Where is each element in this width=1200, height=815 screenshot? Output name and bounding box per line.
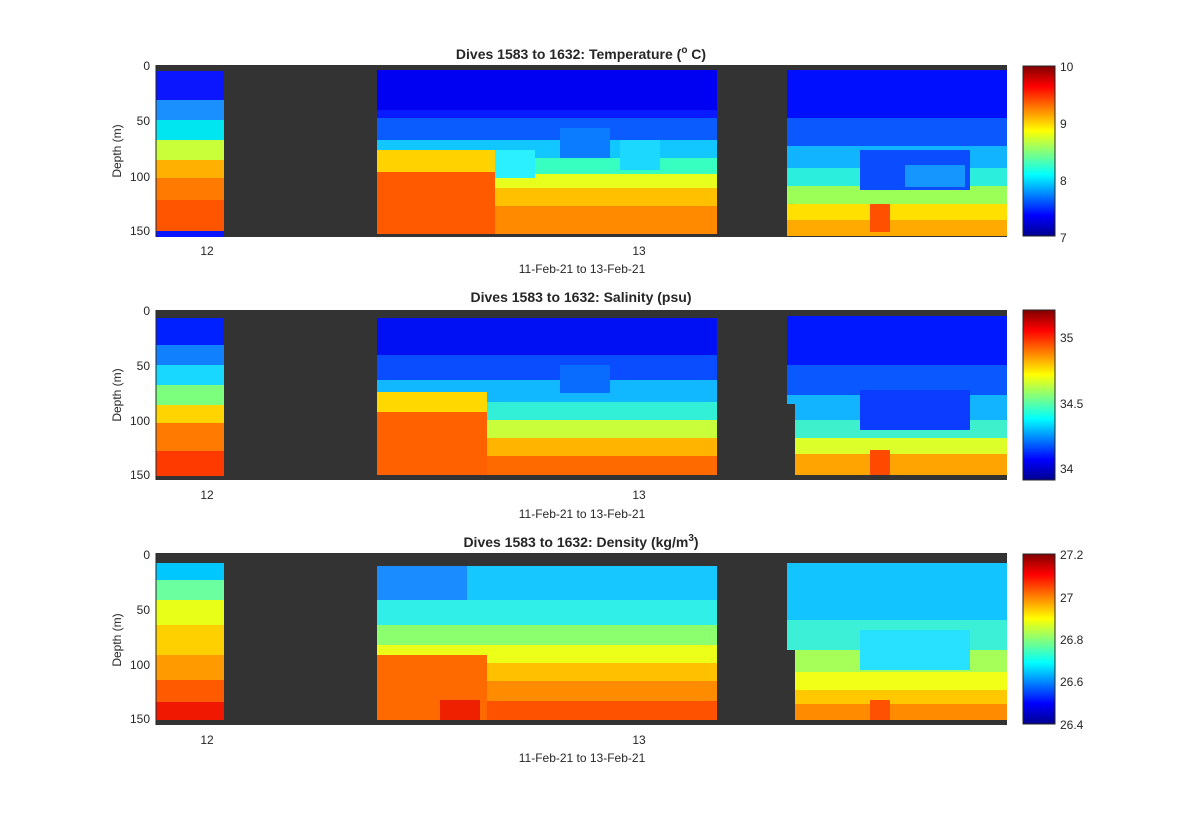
colorbar: 27.2 27 26.8 26.6 26.4 (1022, 548, 1084, 732)
colorbar-tick-label: 9 (1060, 117, 1067, 131)
data-block-1 (156, 318, 224, 476)
panel-temperature: Dives 1583 to 1632: Temperature (o C) (110, 45, 1074, 276)
y-axis-label: Depth (m) (110, 368, 124, 421)
colorbar-tick-label: 34 (1060, 462, 1074, 476)
x-tick-label: 13 (632, 733, 646, 747)
colorbar-tick-label: 34.5 (1060, 397, 1084, 411)
panel-salinity: Dives 1583 to 1632: Salinity (psu) (110, 289, 1084, 521)
colorbar-tick-label: 35 (1060, 331, 1074, 345)
y-tick-label: 100 (130, 414, 150, 428)
y-tick-label: 50 (137, 114, 151, 128)
data-block-2 (377, 318, 717, 475)
y-axis-label: Depth (m) (110, 124, 124, 177)
x-tick-label: 13 (632, 244, 646, 258)
y-tick-label: 100 (130, 658, 150, 672)
colorbar-tick-label: 26.6 (1060, 675, 1084, 689)
heatmap-data (156, 70, 1007, 237)
panel-title: Dives 1583 to 1632: Salinity (psu) (471, 289, 692, 305)
x-axis-label: 11-Feb-21 to 13-Feb-21 (519, 751, 646, 765)
y-tick-label: 150 (130, 224, 150, 238)
x-axis-label: 11-Feb-21 to 13-Feb-21 (519, 507, 646, 521)
y-tick-label: 0 (143, 59, 150, 73)
data-block-3 (787, 70, 1007, 236)
colorbar-tick-label: 10 (1060, 60, 1074, 74)
y-tick-label: 50 (137, 359, 151, 373)
data-block-3 (787, 316, 1007, 475)
panel-title: Dives 1583 to 1632: Density (kg/m3) (463, 533, 698, 550)
x-tick-label: 13 (632, 488, 646, 502)
y-axis: 0 50 100 150 Depth (m) (110, 59, 157, 238)
colorbar: 35 34.5 34 (1022, 309, 1084, 481)
heatmap-data (156, 316, 1007, 476)
y-tick-label: 0 (143, 304, 150, 318)
y-axis: 0 50 100 150 Depth (m) (110, 548, 157, 726)
x-tick-label: 12 (200, 244, 214, 258)
data-block-2 (377, 70, 717, 234)
y-tick-label: 50 (137, 603, 151, 617)
colorbar-tick-label: 27.2 (1060, 548, 1084, 562)
colorbar-tick-label: 27 (1060, 591, 1074, 605)
y-axis: 0 50 100 150 Depth (m) (110, 304, 157, 482)
x-axis: 12 13 11-Feb-21 to 13-Feb-21 (200, 488, 646, 521)
y-tick-label: 100 (130, 170, 150, 184)
colorbar-tick-label: 26.4 (1060, 718, 1084, 732)
colorbar-tick-label: 8 (1060, 174, 1067, 188)
x-axis: 12 13 11-Feb-21 to 13-Feb-21 (200, 244, 646, 276)
data-block-1 (156, 563, 224, 720)
y-axis-label: Depth (m) (110, 613, 124, 666)
y-tick-label: 0 (143, 548, 150, 562)
y-tick-label: 150 (130, 468, 150, 482)
panel-density: Dives 1583 to 1632: Density (kg/m3) (110, 533, 1084, 765)
panel-title: Dives 1583 to 1632: Temperature (o C) (456, 45, 706, 62)
data-block-3 (787, 563, 1007, 720)
x-axis-label: 11-Feb-21 to 13-Feb-21 (519, 262, 646, 276)
data-block-1 (156, 71, 224, 237)
colorbar-tick-label: 26.8 (1060, 633, 1084, 647)
data-block-2 (377, 566, 717, 720)
colorbar: 10 9 8 7 (1022, 60, 1074, 245)
y-tick-label: 150 (130, 712, 150, 726)
colorbar-tick-label: 7 (1060, 231, 1067, 245)
x-tick-label: 12 (200, 488, 214, 502)
heatmap-data (156, 563, 1007, 720)
x-axis: 12 13 11-Feb-21 to 13-Feb-21 (200, 733, 646, 765)
x-tick-label: 12 (200, 733, 214, 747)
